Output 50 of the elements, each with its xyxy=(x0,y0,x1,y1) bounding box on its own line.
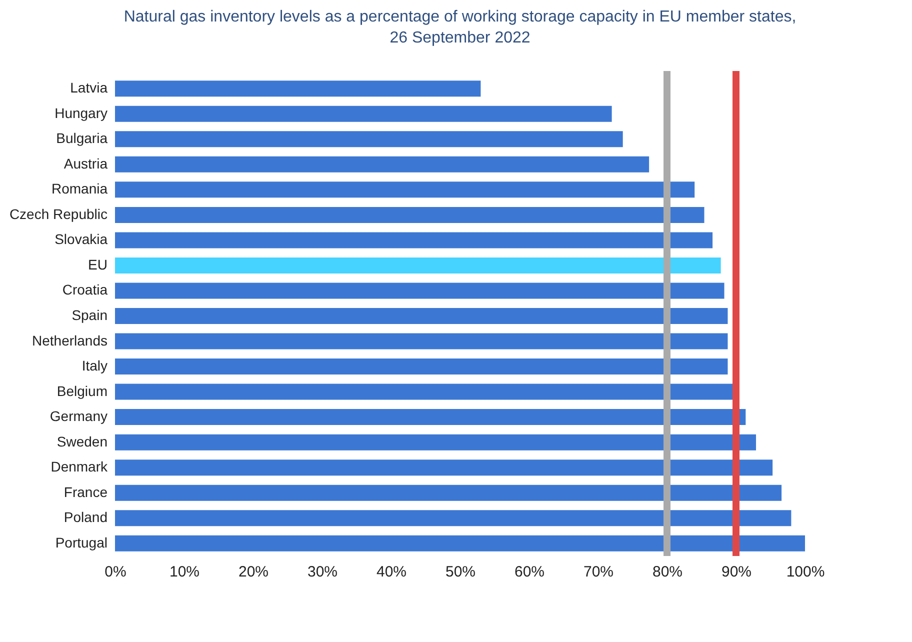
y-tick-label: Croatia xyxy=(62,282,108,298)
bar xyxy=(115,333,728,350)
y-tick-label: France xyxy=(64,484,108,500)
y-tick-label: Austria xyxy=(64,155,108,172)
y-tick-label: Denmark xyxy=(50,458,108,475)
x-tick-label: 60% xyxy=(514,564,545,580)
bar xyxy=(115,182,695,198)
x-tick-label: 70% xyxy=(583,564,614,580)
bar xyxy=(115,308,728,324)
x-tick-label: 50% xyxy=(445,564,476,580)
x-tick-label: 90% xyxy=(721,564,752,580)
bar xyxy=(115,535,805,552)
y-tick-label: EU xyxy=(88,256,108,272)
bar xyxy=(115,80,481,97)
x-tick-label: 40% xyxy=(376,564,407,580)
y-tick-label: Germany xyxy=(50,408,108,424)
bar xyxy=(115,460,773,476)
y-tick-label: Latvia xyxy=(70,80,108,96)
bar xyxy=(115,358,728,375)
y-tick-label: Spain xyxy=(72,307,108,323)
bar xyxy=(115,156,650,172)
x-tick-label: 0% xyxy=(104,564,126,580)
bar xyxy=(115,484,782,501)
y-tick-label: Bulgaria xyxy=(56,130,108,146)
y-tick-label: Sweden xyxy=(56,433,108,450)
x-tick-label: 10% xyxy=(169,564,200,580)
bar xyxy=(115,131,623,148)
bar xyxy=(115,206,704,223)
x-tick-label: 20% xyxy=(238,564,269,580)
y-tick-label: Poland xyxy=(64,509,108,526)
bar xyxy=(115,282,724,299)
bar xyxy=(115,409,746,426)
text: Natural gas inventory levels as a percentage of working storage capacity in EU member states, xyxy=(124,8,796,26)
bar xyxy=(115,434,756,450)
bar xyxy=(115,106,612,122)
y-tick-label: Slovakia xyxy=(54,231,108,248)
y-tick-label: Italy xyxy=(82,358,108,374)
x-tick-label: 100% xyxy=(786,564,825,580)
bar xyxy=(115,510,792,526)
y-tick-label: Romania xyxy=(51,180,108,197)
y-tick-label: Portugal xyxy=(55,534,108,550)
y-tick-label: Hungary xyxy=(54,104,108,121)
y-tick-label: Netherlands xyxy=(32,332,108,348)
bar xyxy=(115,232,713,248)
x-tick-label: 30% xyxy=(307,564,338,580)
x-tick-label: 80% xyxy=(652,564,683,580)
bar xyxy=(115,257,721,274)
y-tick-label: Czech Republic xyxy=(9,206,108,222)
text: 26 September 2022 xyxy=(390,30,530,46)
y-tick-label: Belgium xyxy=(56,382,108,399)
